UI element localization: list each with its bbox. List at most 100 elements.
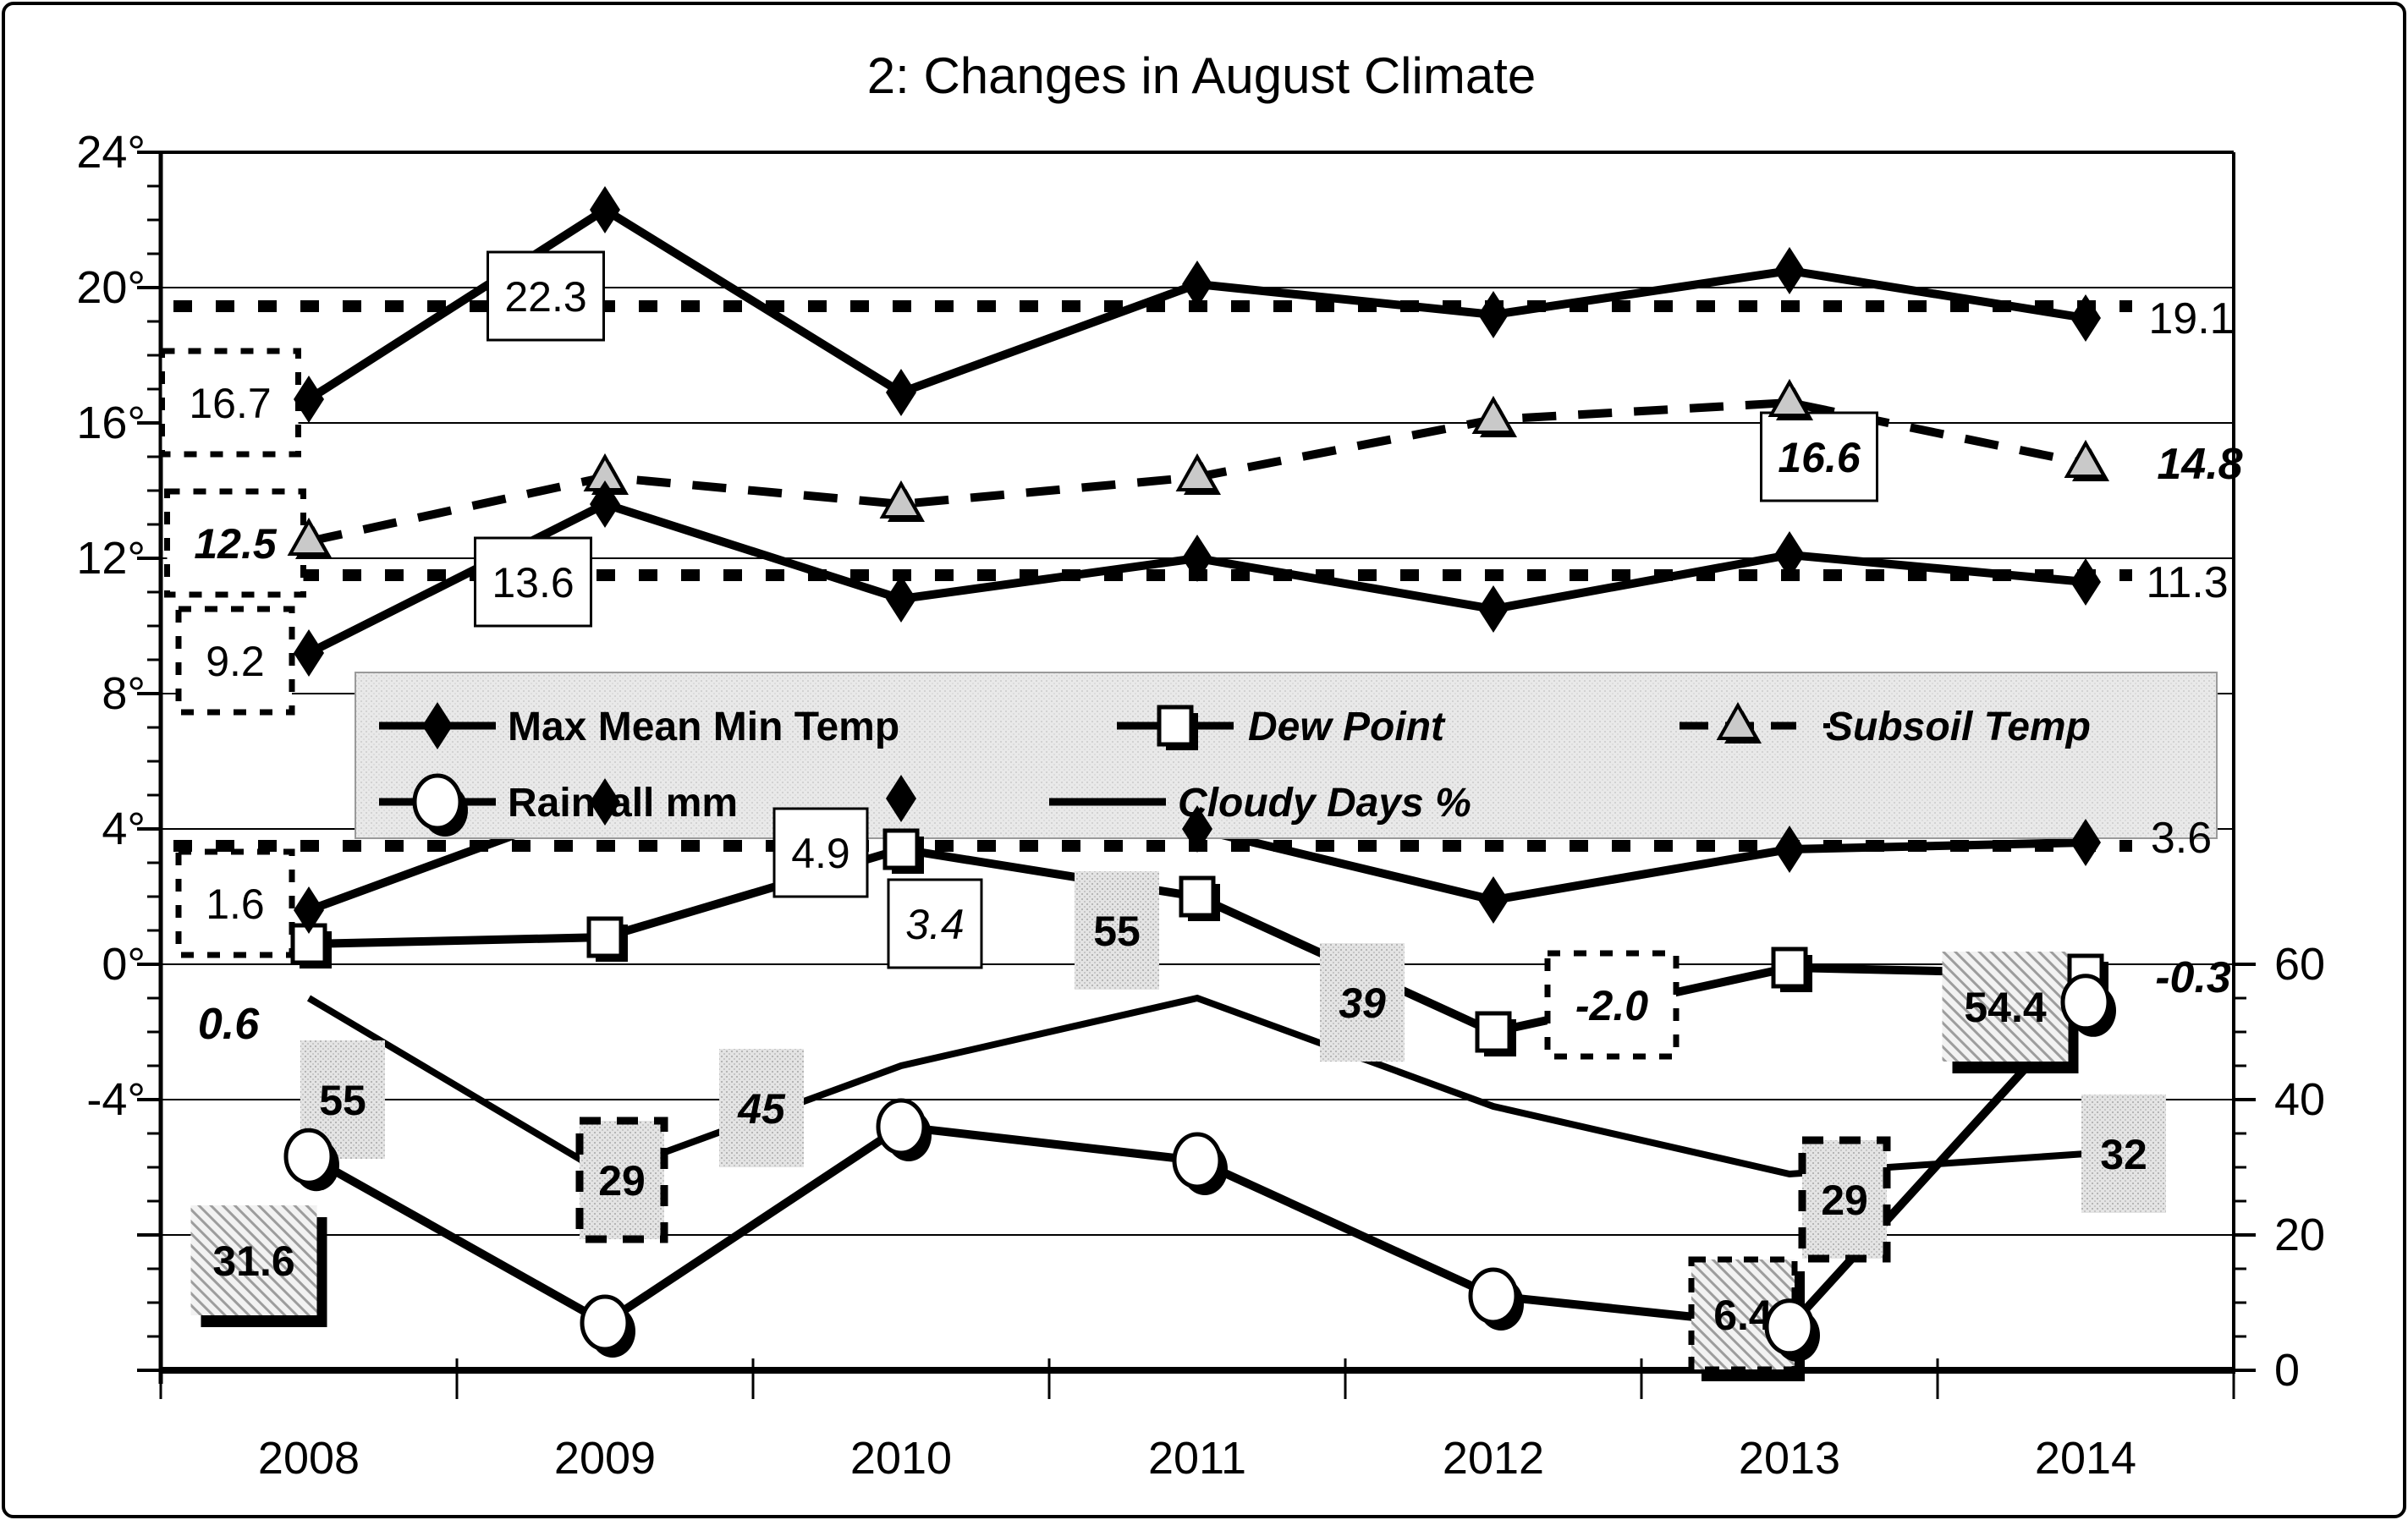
- right-axis-tick-label: 0: [2274, 1345, 2300, 1396]
- legend-item: Max Mean Min Temp: [379, 702, 899, 749]
- data-label-subsoil-temp-2013: 16.6: [1760, 411, 1878, 502]
- data-label-min-temp-2010: 4.9: [772, 807, 869, 898]
- data-label-min-temp-2014: 3.6: [2151, 814, 2212, 863]
- chart-title: 2: Changes in August Climate: [867, 47, 1536, 104]
- triangle-marker-2014: [2064, 439, 2108, 478]
- data-label-text: 29: [598, 1157, 646, 1204]
- left-axis-tick-label: 8°: [102, 668, 146, 719]
- data-label-rainfall-mm-2008: 31.6: [190, 1205, 327, 1327]
- diamond-marker-2011: [1182, 805, 1212, 853]
- diamond-marker-2008: [294, 376, 324, 423]
- legend-label: Max Mean Min Temp: [508, 705, 899, 749]
- data-label-dew-point-2008: 0.6: [198, 1000, 260, 1049]
- diamond-marker-2014: [2070, 558, 2101, 606]
- data-label-max-temp-2009: 22.3: [487, 250, 605, 342]
- left-axis-tick-label: 4°: [102, 804, 146, 854]
- data-label-text: -2.0: [1575, 982, 1648, 1029]
- data-label-max-temp-2008: 16.7: [159, 348, 301, 458]
- square-marker-2009: [586, 916, 624, 958]
- circle-marker-2013: [1764, 1298, 1815, 1356]
- diamond-marker-2011: [1182, 535, 1212, 582]
- right-axis-tick-label: 40: [2274, 1074, 2325, 1125]
- right-axis-tick-label: 20: [2274, 1210, 2325, 1260]
- x-axis-year-label: 2011: [1148, 1433, 1246, 1484]
- data-label-text: 45: [737, 1085, 786, 1133]
- data-label-cloudy-days--2012: 39: [1320, 943, 1405, 1062]
- legend-item: Cloudy Days %: [1049, 781, 1471, 826]
- data-label-dew-point-2010: 3.4: [887, 878, 983, 969]
- data-label-dew-point-2012: -2.0: [1544, 950, 1680, 1060]
- diamond-marker-2014: [2070, 294, 2101, 342]
- x-axis-year-label: 2009: [554, 1433, 656, 1484]
- data-label-text: 1.6: [206, 881, 265, 928]
- square-marker-2013: [1771, 947, 1808, 989]
- left-axis-tick-label: 20°: [76, 262, 146, 313]
- legend-item: Subsoil Temp: [1680, 701, 2091, 749]
- data-label-text: 22.3: [504, 273, 586, 321]
- left-axis-tick-label: -4°: [86, 1074, 146, 1125]
- x-axis-year-label: 2008: [258, 1433, 360, 1484]
- data-label-text: 39: [1339, 979, 1386, 1027]
- data-label-mean-temp-2009: 13.6: [474, 536, 592, 628]
- data-label-text: 55: [1093, 908, 1141, 955]
- data-label-text: 16.6: [1778, 434, 1861, 481]
- triangle-marker-2011: [1175, 453, 1219, 491]
- data-label-text: 6.4: [1713, 1292, 1773, 1339]
- data-label-subsoil-temp-2008: 12.5: [164, 488, 306, 598]
- circle-marker-2011: [1172, 1132, 1223, 1189]
- data-label-cloudy-days--2009: 29: [575, 1117, 668, 1243]
- diamond-marker-2009: [590, 480, 620, 528]
- data-label-cloudy-days--2011: 55: [1075, 871, 1159, 990]
- series-markers: [283, 186, 2116, 1362]
- circle-marker-2009: [580, 1294, 630, 1352]
- left-axis-tick-label: 24°: [76, 127, 146, 178]
- legend-item: Rainfall mm: [379, 773, 738, 837]
- square-marker-2012: [1475, 1011, 1512, 1053]
- legend-label: Cloudy Days %: [1178, 781, 1471, 826]
- diamond-marker-2010: [886, 775, 916, 822]
- diamond-marker-2010: [886, 369, 916, 416]
- legend-marker-triangle: [1716, 701, 1760, 740]
- left-axis-tick-label: 12°: [76, 533, 146, 584]
- data-label-text: 31.6: [212, 1237, 294, 1285]
- diamond-marker-2013: [1774, 531, 1805, 579]
- diamond-marker-2011: [1182, 261, 1212, 308]
- data-label-min-temp-2008: 1.6: [175, 848, 295, 958]
- data-label-text: 4.9: [791, 830, 850, 877]
- data-labels: 16.7 22.3 19.1 9.2 13.6 11.3 1.6 4.9 3.6 12.5 16.6…: [159, 250, 2243, 1381]
- x-axis-year-label: 2014: [2035, 1433, 2136, 1484]
- legend-marker-square: [1157, 705, 1194, 747]
- legend-item: Dew Point: [1117, 705, 1446, 750]
- data-label-cloudy-days--2013: 29: [1798, 1136, 1891, 1263]
- square-marker-2011: [1179, 875, 1216, 918]
- data-label-text: 32: [2100, 1131, 2147, 1178]
- diamond-marker-2013: [1774, 247, 1805, 294]
- data-label-text: 3.4: [905, 901, 965, 948]
- data-label-mean-temp-2014: 11.3: [2146, 558, 2228, 607]
- data-label-text: 3.6: [2151, 814, 2212, 863]
- legend-label: Dew Point: [1248, 705, 1446, 749]
- data-label-text: 19.1: [2148, 294, 2234, 343]
- triangle-marker-2013: [1768, 378, 1811, 417]
- data-label-text: 16.7: [189, 380, 271, 427]
- legend-marker-circle: [412, 773, 463, 831]
- diamond-marker-2014: [2070, 819, 2101, 866]
- diamond-marker-2009: [590, 186, 620, 233]
- triangle-marker-2012: [1471, 395, 1515, 434]
- data-label-text: 29: [1821, 1177, 1868, 1224]
- triangle-marker-2010: [879, 480, 923, 519]
- left-axis-tick-label: 16°: [76, 398, 146, 448]
- data-label-subsoil-temp-2014: 14.8: [2157, 440, 2242, 489]
- diamond-marker-2012: [1478, 291, 1509, 338]
- circle-marker-2012: [1468, 1267, 1519, 1325]
- x-axis-year-label: 2010: [850, 1433, 952, 1484]
- x-axis-year-label: 2013: [1739, 1433, 1840, 1484]
- average-lines: [173, 300, 2132, 852]
- diamond-marker-2009: [590, 778, 620, 826]
- left-axis-tick-label: 0°: [102, 939, 146, 990]
- data-label-text: 13.6: [492, 559, 574, 606]
- axis-labels: 24° 20° 16° 12° 8° 4° 0° -4° 60 40 20 0 2008 2009 2010…: [76, 127, 2325, 1484]
- square-marker-2010: [882, 828, 920, 870]
